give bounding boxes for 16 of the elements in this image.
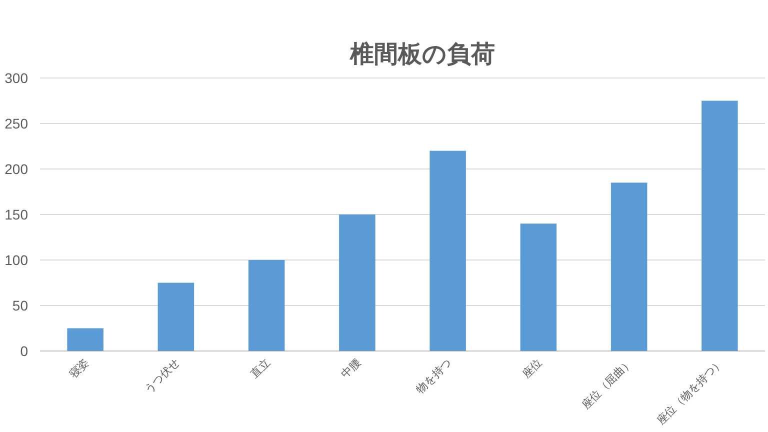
y-tick-label: 100: [4, 252, 28, 268]
y-tick-label: 200: [4, 161, 28, 177]
y-tick-label: 300: [4, 70, 28, 86]
x-tick-label: 座位（屈曲）: [579, 356, 636, 412]
x-tick-label: 直立: [248, 356, 273, 381]
y-tick-label: 50: [12, 298, 28, 314]
y-tick-label: 150: [4, 206, 28, 222]
x-tick-label: 座位: [520, 356, 545, 381]
x-tick-label: 寝姿: [66, 356, 92, 381]
title: 椎間板の負荷: [350, 41, 495, 68]
y-tick-label: 250: [4, 116, 28, 132]
y-tick-label: 0: [20, 343, 28, 359]
x-tick-label: 座位（物を持つ）: [654, 356, 726, 428]
x-tick-label: 中腰: [338, 356, 364, 381]
x-tick-label: うつ伏せ: [142, 356, 182, 396]
x-tick-label: 物を持つ: [414, 356, 454, 396]
